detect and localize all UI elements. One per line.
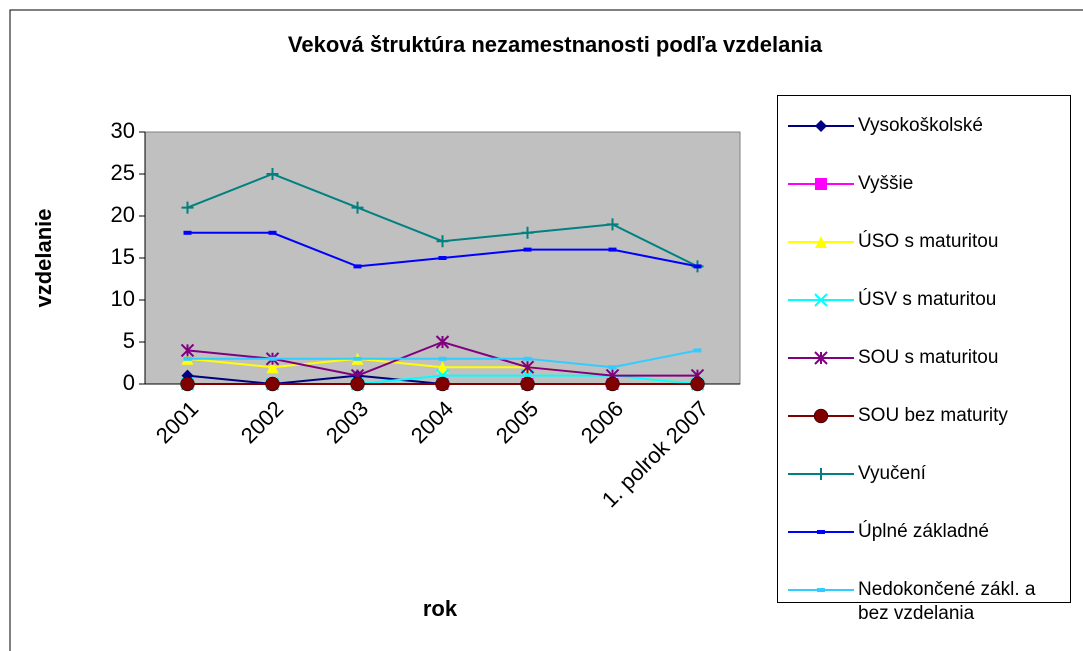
point-marker xyxy=(520,360,535,374)
x-tick-label: 2001 xyxy=(151,396,203,448)
legend-marker xyxy=(815,468,827,480)
x-tick-label: 2002 xyxy=(236,396,288,448)
legend-marker xyxy=(813,408,829,424)
point-marker xyxy=(520,376,535,392)
legend-marker xyxy=(815,120,827,132)
legend-item: ÚSV s maturitou xyxy=(778,288,1072,312)
legend-marker xyxy=(815,236,827,248)
point-marker xyxy=(436,361,449,374)
x-tick-label: 2006 xyxy=(576,396,628,448)
legend-item: Vysokoškolské xyxy=(778,114,1072,138)
point-marker xyxy=(606,218,619,231)
legend-label: ÚSO s maturitou xyxy=(858,231,999,252)
point-marker xyxy=(265,376,280,392)
point-marker xyxy=(436,235,449,248)
point-marker xyxy=(690,376,705,392)
y-tick-label: 20 xyxy=(111,202,135,227)
y-tick-label: 0 xyxy=(123,370,135,395)
legend-label: SOU s maturitou xyxy=(858,347,999,368)
legend-label: SOU bez maturity xyxy=(858,405,1008,426)
x-axis-label: rok xyxy=(423,596,458,621)
point-marker xyxy=(351,201,364,214)
y-axis-label: vzdelanie xyxy=(31,208,56,307)
x-tick-label: 2004 xyxy=(406,396,458,448)
x-tick-label: 2003 xyxy=(321,396,373,448)
y-tick-label: 15 xyxy=(111,244,135,269)
legend-item: SOU s maturitou xyxy=(778,346,1072,370)
y-tick-label: 10 xyxy=(111,286,135,311)
legend-label: Vyššie xyxy=(858,173,914,194)
chart-title: Veková štruktúra nezamestnanosti podľa v… xyxy=(288,32,823,57)
point-marker xyxy=(266,361,279,374)
legend-swatch xyxy=(788,293,854,307)
chart-frame xyxy=(9,9,1083,651)
legend-label: Vysokoškolské xyxy=(858,115,983,136)
point-marker xyxy=(605,376,620,392)
legend-label: Nedokončené zákl. a bez vzdelania xyxy=(858,579,1036,624)
legend-label: Úplné základné xyxy=(858,521,989,542)
y-tick-label: 30 xyxy=(111,118,135,143)
legend-swatch xyxy=(788,178,854,190)
legend-marker xyxy=(814,351,828,365)
point-marker xyxy=(266,168,279,180)
legend-swatch xyxy=(788,588,854,592)
point-marker xyxy=(181,201,194,214)
legend-item: Vyššie xyxy=(778,172,1072,196)
legend-swatch xyxy=(788,120,854,132)
legend-item: Vyučení xyxy=(778,462,1072,486)
legend-marker xyxy=(815,178,827,190)
x-tick-label: 2005 xyxy=(491,396,543,448)
y-tick-label: 25 xyxy=(111,160,135,185)
legend-swatch xyxy=(788,236,854,248)
legend-swatch xyxy=(788,408,854,424)
legend-label: Vyučení xyxy=(858,463,926,484)
y-tick-label: 5 xyxy=(123,328,135,353)
point-marker xyxy=(350,376,365,392)
legend-swatch xyxy=(788,530,854,534)
point-marker xyxy=(180,376,195,392)
legend-marker xyxy=(814,293,828,307)
point-marker xyxy=(521,226,534,239)
legend-label: ÚSV s maturitou xyxy=(858,289,997,310)
point-marker xyxy=(435,376,450,392)
legend-item: Úplné základné xyxy=(778,520,1072,544)
point-marker xyxy=(435,335,450,349)
legend: Vysokoškolské Vyššie ÚSO s maturitou ÚSV s … xyxy=(777,95,1072,624)
legend-swatch xyxy=(788,468,854,480)
legend-item: SOU bez maturity xyxy=(778,404,1072,428)
legend-item: ÚSO s maturitou xyxy=(778,230,1072,254)
legend-item: Nedokončené zákl. a bez vzdelania xyxy=(778,578,1072,626)
legend-swatch xyxy=(788,351,854,365)
point-marker xyxy=(180,343,195,358)
